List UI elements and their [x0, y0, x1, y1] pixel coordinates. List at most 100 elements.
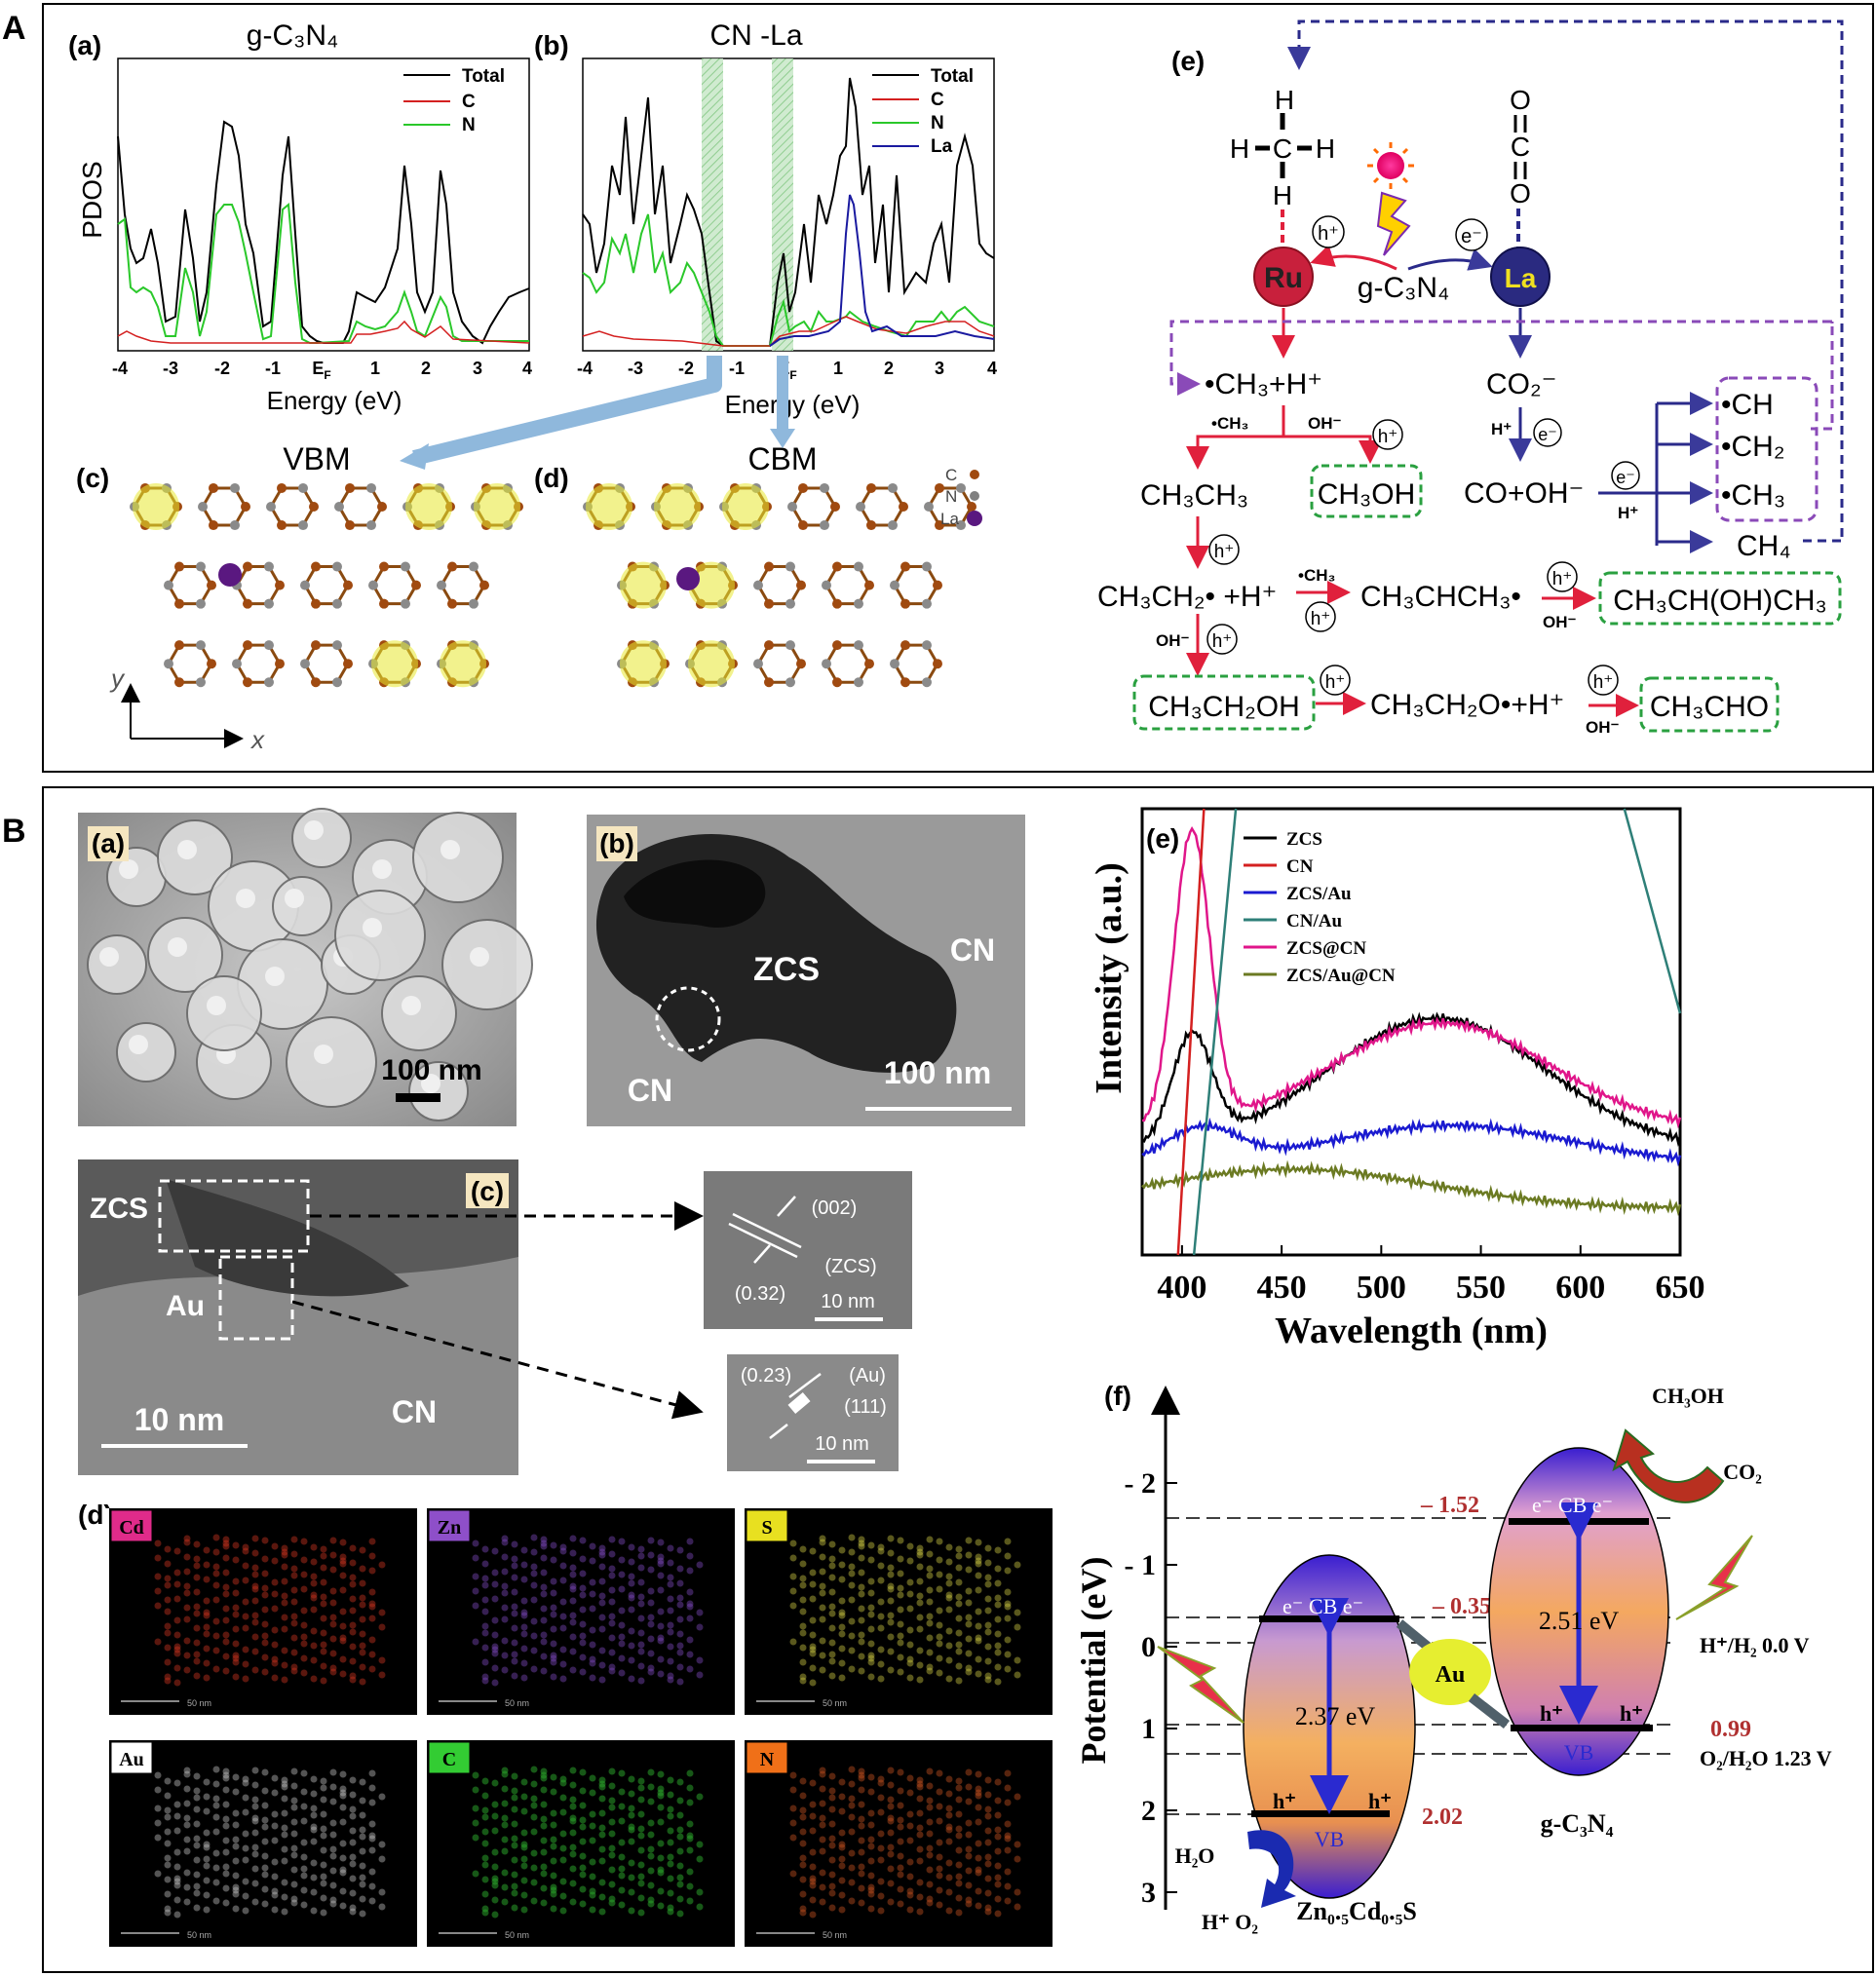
pl-legend-item: CN/Au: [1286, 911, 1342, 931]
pl-tick: 500: [1357, 1270, 1406, 1306]
ab-legend-n: N: [931, 113, 944, 133]
bc-label: (c): [471, 1176, 504, 1206]
eds-map-cd: Cd 50 nm: [109, 1508, 417, 1715]
hole-badge: h⁺: [1593, 672, 1614, 693]
co2-c: C: [1511, 132, 1530, 162]
pdos-gcn-chart: (a) g-C₃N₄ PDOS Total C N -4 -3 -2 -1 EF…: [68, 19, 532, 415]
zcs-name: Zn₀.₅Cd₀.₅S: [1296, 1897, 1417, 1925]
eds-element-label: Cd: [119, 1517, 144, 1539]
ab-tick: 2: [884, 359, 894, 378]
small-oh: OH⁻: [1586, 718, 1620, 737]
pl-ylabel: Intensity (a.u.): [1089, 862, 1129, 1094]
co2-text: CO₂: [1723, 1460, 1762, 1484]
pl-legend-item: ZCS: [1286, 829, 1322, 850]
aa-xlabel: Energy (eV): [267, 386, 402, 415]
cn-cb-value: – 1.52: [1420, 1493, 1479, 1518]
ab-legend-total: Total: [931, 66, 974, 87]
eds-map-c: C 50 nm: [427, 1740, 735, 1947]
bf-label: (f): [1104, 1381, 1131, 1411]
pl-tick: 650: [1656, 1270, 1705, 1306]
ab-xlabel: Energy (eV): [725, 390, 861, 419]
au-label: Au: [1436, 1662, 1466, 1688]
zcs-hole: h⁺: [1368, 1789, 1392, 1813]
ab-tick: -2: [678, 359, 694, 378]
panel-a-label: A: [2, 10, 26, 47]
pl-series-zcs-cn: [1141, 825, 1682, 1129]
hrtem-image: ZCS Au CN (c) 10 nm (002) (ZCS) (0.32) 1…: [78, 1159, 912, 1475]
aa-ylabel: PDOS: [77, 161, 107, 238]
zcs-vb-value: 2.02: [1422, 1805, 1463, 1830]
band-tick: 2: [1141, 1795, 1156, 1827]
ba-label: (a): [92, 828, 125, 858]
aa-tick: -3: [163, 359, 178, 378]
ab-tick: 4: [987, 359, 997, 378]
h2o-text: H₂O: [1175, 1843, 1215, 1868]
aa-tick: 1: [370, 359, 380, 378]
ae-label: (e): [1171, 46, 1205, 76]
bc-scale: 10 nm: [134, 1402, 224, 1437]
aa-title: g-C₃N₄: [247, 19, 338, 52]
zcs-cb-value: – 0.35: [1432, 1594, 1491, 1619]
eds-scale: 50 nm: [187, 1930, 211, 1940]
ab-tick: -1: [729, 359, 745, 378]
pdos-cnla-chart: (b) CN -La Total C N La -4 -3 -2 -1 EF 1…: [400, 19, 997, 470]
bc-au: Au: [166, 1290, 205, 1322]
pl-legend-item: ZCS/Au: [1286, 884, 1352, 904]
reduction-arrow-icon: [1612, 1428, 1725, 1503]
ab-label: (b): [534, 30, 569, 60]
small-h: H⁺: [1618, 504, 1638, 522]
band-tick: 3: [1141, 1877, 1156, 1909]
bf-ylabel: Potential (eV): [1074, 1557, 1113, 1765]
pl-series-zcs-au: [1141, 1117, 1682, 1167]
small-oh: OH⁻: [1156, 631, 1190, 650]
ac-axis-y: y: [109, 664, 126, 693]
methane-h: H: [1275, 85, 1294, 115]
ba-scale: 100 nm: [381, 1054, 481, 1086]
eds-element-label: Au: [119, 1749, 144, 1770]
pl-tick: 450: [1257, 1270, 1307, 1306]
aa-tick: 4: [522, 359, 532, 378]
ru-sphere: [1253, 247, 1314, 307]
zcs-gap: 2.37 eV: [1295, 1702, 1376, 1730]
aa-legend-total: Total: [462, 66, 505, 87]
band-tick: - 1: [1125, 1549, 1157, 1581]
cn-cb-text: e⁻ CB e⁻: [1532, 1493, 1613, 1517]
acetaldehyde-product: CH₃CHO: [1650, 691, 1769, 723]
bc-cn: CN: [392, 1394, 437, 1429]
vbm-lattice: [130, 482, 523, 688]
ethoxy-text: CH₃CH₂O•+H⁺: [1370, 689, 1564, 721]
electron-badge: e⁻: [1616, 468, 1635, 487]
band-tick: 1: [1141, 1713, 1156, 1745]
small-ch3: •CH₃: [1211, 414, 1248, 433]
au-particle: [1409, 1639, 1491, 1705]
o2-potential: O₂/H₂O 1.23 V: [1700, 1746, 1832, 1770]
pl-legend-item: ZCS/Au@CN: [1286, 966, 1396, 986]
ethyl-text: CH₃CH₂• +H⁺: [1097, 581, 1277, 613]
aa-legend-c: C: [462, 92, 476, 112]
co2-minus-text: CO₂⁻: [1486, 368, 1556, 400]
eds-scale: 50 nm: [823, 1930, 847, 1940]
aa-tick: -2: [214, 359, 230, 378]
pl-series-cn: [1176, 808, 1206, 1256]
pl-chart: Intensity (a.u.) Wavelength (nm) (e) 400…: [1089, 807, 1705, 1351]
methane-h: H: [1230, 133, 1249, 164]
ab-title: CN -La: [709, 19, 802, 52]
cn-name: g-C₃N₄: [1541, 1809, 1614, 1838]
panel-b-label: B: [2, 813, 26, 850]
h2-potential: H⁺/H₂ 0.0 V: [1700, 1633, 1810, 1657]
cbm-structure: (d) CBM C N La: [534, 441, 982, 688]
aa-tick: -1: [265, 359, 281, 378]
hole-badge: h⁺: [1318, 223, 1339, 245]
pl-legend-item: CN: [1286, 856, 1314, 877]
pl-label: (e): [1146, 823, 1179, 854]
hole-badge: h⁺: [1552, 569, 1573, 589]
ad-legend-la: La: [940, 510, 959, 528]
bb-cn: CN: [628, 1073, 672, 1108]
eds-map-n: N 50 nm: [745, 1740, 1053, 1947]
electron-badge: e⁻: [1538, 425, 1557, 444]
small-oh: OH⁻: [1308, 414, 1342, 433]
band-tick: 0: [1141, 1631, 1156, 1663]
inset1-phase: (ZCS): [824, 1256, 876, 1277]
band-diagram: (f) Potential (eV) - 2 - 1 0 1 2 3 2.37 eV e⁻…: [1074, 1381, 1832, 1934]
